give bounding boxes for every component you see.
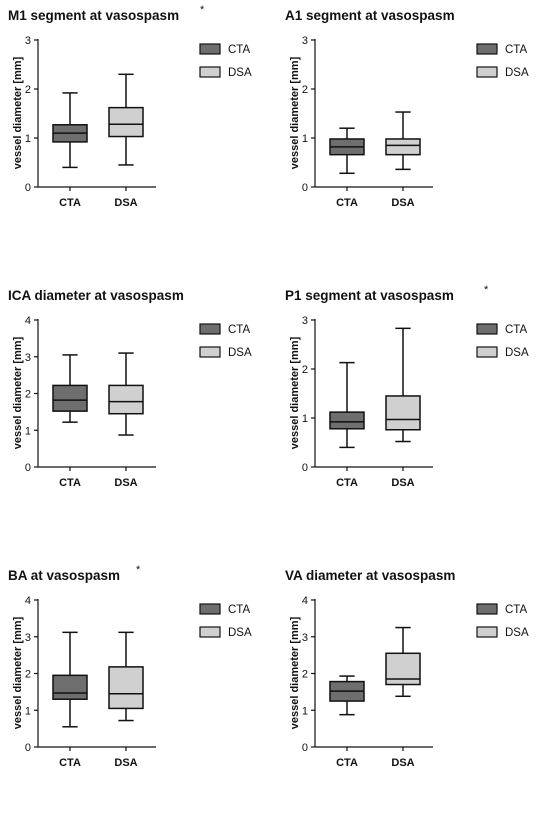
box-dsa xyxy=(108,384,144,415)
chart-title: BA at vasospasm xyxy=(8,568,120,583)
box-cta xyxy=(52,674,88,700)
y-axis-label: vessel diameter [mm] xyxy=(12,616,24,729)
x-category-label: CTA xyxy=(336,197,358,209)
significance-marker: * xyxy=(200,4,205,16)
chart-svg-ba: BA at vasospasm * vessel diameter [mm] 0… xyxy=(8,564,252,769)
chart-svg-m1: M1 segment at vasospasm * vessel diamete… xyxy=(8,4,252,209)
y-tick-label: 0 xyxy=(302,742,308,754)
legend-swatch-cta xyxy=(199,323,221,335)
box-dsa xyxy=(385,138,421,156)
y-tick-label: 3 xyxy=(25,35,31,47)
y-tick-label: 1 xyxy=(302,413,308,425)
box-dsa xyxy=(108,666,144,710)
legend-label: DSA xyxy=(505,67,529,79)
x-category-label: CTA xyxy=(336,757,358,769)
chart-svg-p1: P1 segment at vasospasm * vessel diamete… xyxy=(285,284,529,489)
legend-swatch-dsa xyxy=(476,346,498,358)
chart-svg-a1: A1 segment at vasospasm vessel diameter … xyxy=(285,8,529,209)
box-cta xyxy=(52,384,88,412)
legend-swatch-dsa xyxy=(199,626,221,638)
legend-swatch-cta xyxy=(199,603,221,615)
legend-label: CTA xyxy=(228,324,250,336)
legend-swatch-dsa xyxy=(476,66,498,78)
chart-title: VA diameter at vasospasm xyxy=(285,568,455,583)
y-tick-label: 1 xyxy=(302,133,308,145)
chart-panel-p1: P1 segment at vasospasm * vessel diamete… xyxy=(277,280,542,535)
y-tick-label: 1 xyxy=(302,705,308,717)
chart-panel-ba: BA at vasospasm * vessel diameter [mm] 0… xyxy=(0,560,265,815)
legend-label: CTA xyxy=(505,604,527,616)
x-category-label: DSA xyxy=(114,757,137,769)
y-tick-label: 3 xyxy=(302,632,308,644)
y-tick-label: 2 xyxy=(302,669,308,681)
legend-label: DSA xyxy=(228,67,252,79)
y-tick-label: 2 xyxy=(25,669,31,681)
legend-swatch-cta xyxy=(476,43,498,55)
legend-label: DSA xyxy=(505,347,529,359)
legend-swatch-dsa xyxy=(476,626,498,638)
y-tick-label: 0 xyxy=(25,462,31,474)
box-dsa xyxy=(385,652,421,686)
y-tick-label: 2 xyxy=(302,364,308,376)
legend-swatch-cta xyxy=(476,323,498,335)
chart-panel-a1: A1 segment at vasospasm vessel diameter … xyxy=(277,0,542,255)
box-cta xyxy=(329,411,365,430)
x-category-label: CTA xyxy=(59,477,81,489)
y-tick-label: 0 xyxy=(25,742,31,754)
legend-label: DSA xyxy=(228,627,252,639)
x-category-label: DSA xyxy=(391,197,414,209)
x-category-label: DSA xyxy=(391,477,414,489)
y-tick-label: 4 xyxy=(25,595,31,607)
chart-panel-m1: M1 segment at vasospasm * vessel diamete… xyxy=(0,0,265,255)
y-axis-label: vessel diameter [mm] xyxy=(289,56,301,169)
chart-title: A1 segment at vasospasm xyxy=(285,8,455,23)
legend-label: CTA xyxy=(505,44,527,56)
y-axis-label: vessel diameter [mm] xyxy=(289,616,301,729)
legend-label: CTA xyxy=(228,604,250,616)
legend-label: CTA xyxy=(505,324,527,336)
y-tick-label: 4 xyxy=(302,595,308,607)
x-category-label: DSA xyxy=(114,197,137,209)
x-category-label: DSA xyxy=(391,757,414,769)
y-tick-label: 3 xyxy=(25,632,31,644)
x-category-label: CTA xyxy=(59,757,81,769)
significance-marker: * xyxy=(484,284,489,296)
chart-panel-ica: ICA diameter at vasospasm vessel diamete… xyxy=(0,280,265,535)
y-axis-label: vessel diameter [mm] xyxy=(12,336,24,449)
y-tick-label: 0 xyxy=(25,182,31,194)
y-tick-label: 1 xyxy=(25,425,31,437)
chart-title: ICA diameter at vasospasm xyxy=(8,288,184,303)
legend-swatch-cta xyxy=(199,43,221,55)
y-tick-label: 1 xyxy=(25,705,31,717)
y-tick-label: 3 xyxy=(25,352,31,364)
y-axis-label: vessel diameter [mm] xyxy=(12,56,24,169)
y-tick-label: 3 xyxy=(302,35,308,47)
legend-swatch-dsa xyxy=(199,66,221,78)
chart-panel-va: VA diameter at vasospasm vessel diameter… xyxy=(277,560,542,815)
y-tick-label: 0 xyxy=(302,462,308,474)
significance-marker: * xyxy=(136,564,141,576)
y-axis-label: vessel diameter [mm] xyxy=(289,336,301,449)
y-tick-label: 1 xyxy=(25,133,31,145)
x-category-label: DSA xyxy=(114,477,137,489)
x-category-label: CTA xyxy=(59,197,81,209)
legend-label: CTA xyxy=(228,44,250,56)
y-tick-label: 4 xyxy=(25,315,31,327)
chart-svg-va: VA diameter at vasospasm vessel diameter… xyxy=(285,568,529,769)
y-tick-label: 3 xyxy=(302,315,308,327)
y-tick-label: 2 xyxy=(25,84,31,96)
legend-swatch-dsa xyxy=(199,346,221,358)
legend-label: DSA xyxy=(228,347,252,359)
y-tick-label: 0 xyxy=(302,182,308,194)
y-tick-label: 2 xyxy=(25,389,31,401)
chart-title: P1 segment at vasospasm xyxy=(285,288,454,303)
x-category-label: CTA xyxy=(336,477,358,489)
legend-label: DSA xyxy=(505,627,529,639)
legend-swatch-cta xyxy=(476,603,498,615)
y-tick-label: 2 xyxy=(302,84,308,96)
chart-svg-ica: ICA diameter at vasospasm vessel diamete… xyxy=(8,288,252,489)
chart-title: M1 segment at vasospasm xyxy=(8,8,179,23)
box-dsa xyxy=(108,106,144,138)
box-dsa xyxy=(385,395,421,431)
